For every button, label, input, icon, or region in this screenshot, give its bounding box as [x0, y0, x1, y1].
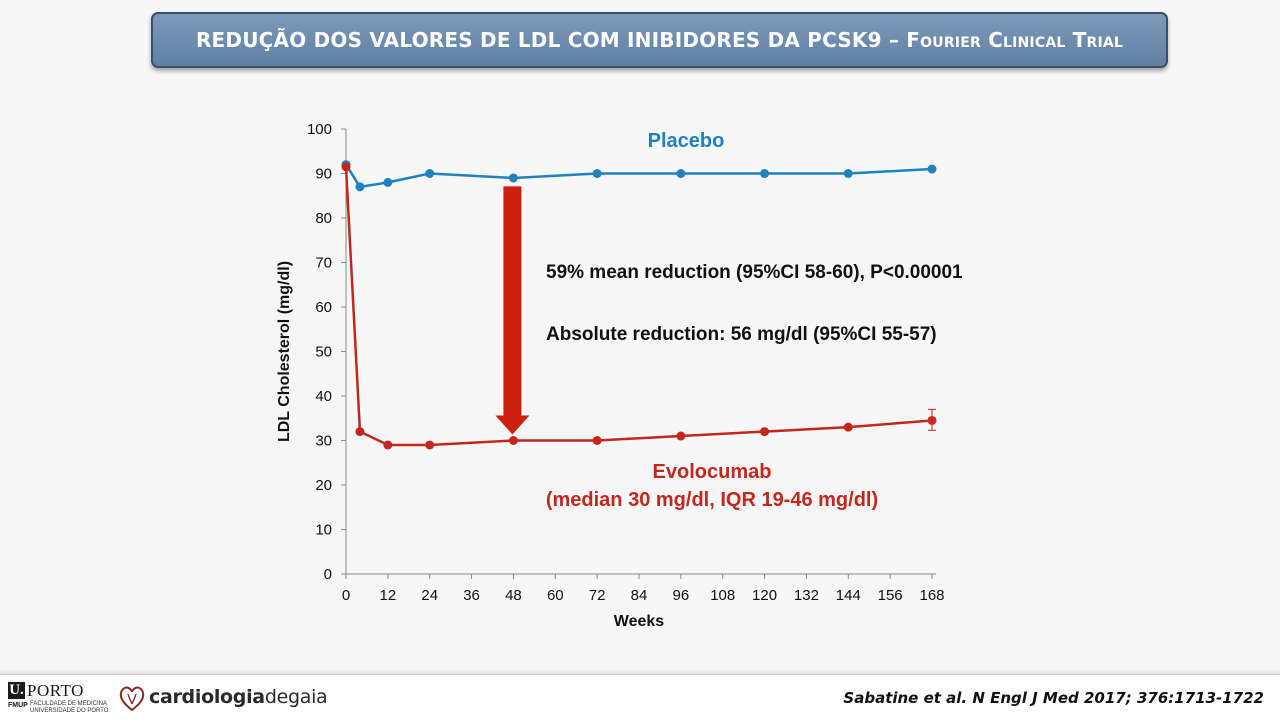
- slide-title-trial: Fourier Clinical Trial: [906, 28, 1124, 52]
- x-tick-label: 0: [342, 587, 350, 604]
- x-tick-label: 60: [547, 587, 564, 604]
- cardiologiadegaia-logo: cardiologiadegaia: [119, 683, 328, 713]
- data-point-evolocumab: [760, 427, 770, 437]
- x-tick-label: 108: [710, 587, 735, 604]
- data-point-placebo: [760, 169, 770, 178]
- y-tick-label: 40: [315, 388, 332, 405]
- x-axis-title: Weeks: [614, 613, 665, 630]
- y-tick-label: 30: [315, 433, 332, 450]
- y-tick-label: 60: [315, 299, 332, 316]
- fmup-text: FACULDADE DE MEDICINA UNIVERSIDADE DO PO…: [30, 701, 108, 715]
- data-point-placebo: [383, 177, 393, 187]
- cdg-word-part1: cardiologia: [149, 686, 265, 708]
- fmup-line-2: UNIVERSIDADE DO PORTO: [30, 708, 109, 714]
- uporto-wordmark: PORTO: [27, 681, 84, 700]
- x-tick-label: 168: [919, 587, 944, 604]
- uporto-mark: U.: [8, 682, 25, 699]
- x-tick-label: 24: [421, 587, 438, 604]
- slide-title-banner: REDUÇÃO DOS VALORES DE LDL COM INIBIDORE…: [151, 12, 1168, 68]
- data-point-placebo: [927, 164, 937, 174]
- heart-icon: [119, 686, 145, 712]
- y-tick-label: 80: [315, 210, 332, 227]
- data-point-evolocumab: [383, 440, 393, 450]
- data-point-evolocumab: [592, 436, 602, 445]
- y-tick-label: 0: [324, 566, 332, 583]
- footer-shadow: [0, 670, 1280, 674]
- cdg-word-part2: degaia: [264, 686, 328, 708]
- cardiologiadegaia-wordmark: cardiologiadegaia: [149, 686, 328, 708]
- x-tick-label: 156: [878, 587, 903, 604]
- data-point-evolocumab: [425, 440, 435, 450]
- mean-reduction-text: 59% mean reduction (95%CI 58-60), P<0.00…: [546, 262, 963, 283]
- placebo-label: Placebo: [648, 130, 725, 152]
- x-tick-label: 72: [589, 587, 606, 604]
- fmup-tag: FMUP: [8, 702, 28, 709]
- data-point-placebo: [676, 169, 686, 178]
- data-point-evolocumab: [508, 436, 518, 445]
- data-point-evolocumab: [843, 422, 853, 432]
- y-axis-title: LDL Cholesterol (mg/dl): [276, 261, 293, 442]
- data-point-placebo: [843, 169, 853, 178]
- evolocumab-sublabel: (median 30 mg/dl, IQR 19-46 mg/dl): [546, 489, 878, 511]
- y-tick-label: 20: [315, 477, 332, 494]
- x-tick-label: 120: [752, 587, 777, 604]
- slide-title-main: REDUÇÃO DOS VALORES DE LDL COM INIBIDORE…: [195, 28, 907, 52]
- absolute-reduction-text: Absolute reduction: 56 mg/dl (95%CI 55-5…: [546, 324, 937, 345]
- data-point-evolocumab: [341, 162, 351, 172]
- data-point-evolocumab: [355, 427, 365, 437]
- y-tick-label: 50: [315, 344, 332, 361]
- uporto-logo: U. PORTO FMUP FACULDADE DE MEDICINA UNIV…: [8, 681, 108, 715]
- x-tick-label: 48: [505, 587, 522, 604]
- citation: Sabatine et al. N Engl J Med 2017; 376:1…: [843, 689, 1264, 707]
- data-point-placebo: [425, 169, 435, 178]
- x-tick-label: 144: [836, 587, 861, 604]
- fmup-line-1: FACULDADE DE MEDICINA: [30, 701, 108, 707]
- data-point-placebo: [592, 169, 602, 178]
- x-tick-label: 84: [631, 587, 648, 604]
- ldl-line-chart: 0 10 20 30 40 50 60 70 80 90 100 0 12 24 36 48 60 72 84 96 1…: [276, 121, 963, 630]
- x-tick-label: 12: [380, 587, 397, 604]
- series-line-placebo: [344, 163, 933, 189]
- data-point-placebo: [508, 173, 518, 183]
- data-point-evolocumab: [676, 431, 686, 441]
- data-point-placebo: [355, 182, 365, 192]
- x-tick-label: 132: [794, 587, 819, 604]
- x-tick-label: 36: [463, 587, 480, 604]
- x-tick-label: 96: [673, 587, 690, 604]
- slide-title: REDUÇÃO DOS VALORES DE LDL COM INIBIDORE…: [196, 28, 1123, 52]
- evolocumab-label: Evolocumab: [653, 461, 772, 483]
- reduction-arrow: [495, 186, 530, 435]
- footer-bar: U. PORTO FMUP FACULDADE DE MEDICINA UNIV…: [0, 674, 1280, 721]
- series-line-evolocumab: [344, 166, 933, 447]
- y-tick-label: 10: [315, 522, 332, 539]
- y-tick-label: 90: [315, 166, 332, 183]
- y-tick-label: 100: [307, 121, 332, 138]
- y-tick-label: 70: [315, 255, 332, 272]
